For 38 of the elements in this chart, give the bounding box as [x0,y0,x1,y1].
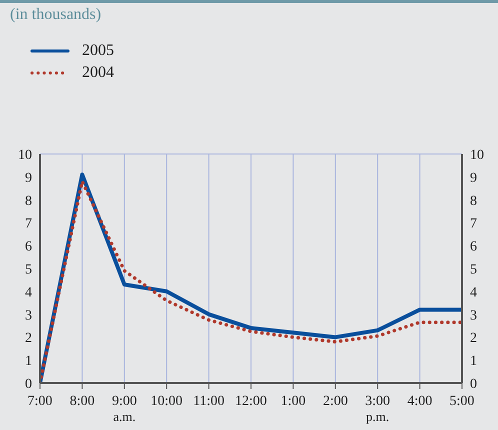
y2-tick-label: 0 [470,376,477,392]
y-tick-label: 8 [25,194,32,209]
y-tick-label: 4 [25,285,32,300]
legend-label: 2005 [82,42,114,60]
y2-tick-label: 6 [470,240,477,255]
x-tick-label: 3:00 [365,394,390,409]
y2-tick-label: 8 [470,194,477,209]
y2-tick-label: 10 [470,148,484,163]
y2-tick-label: 5 [470,262,477,278]
x-tick-label: 11:00 [193,394,224,409]
y-tick-label: 0 [25,376,32,392]
y2-tick-label: 7 [470,216,477,232]
text: a.m. [113,409,136,424]
y2-tick-label: 1 [470,354,477,370]
y-tick-label: 6 [25,240,32,255]
y-tick-label: 7 [25,216,32,232]
y-tick-label: 10 [18,148,32,163]
x-tick-label: 8:00 [70,394,95,409]
x-tick-label: 2:00 [322,394,348,409]
y2-tick-label: 4 [470,285,477,300]
y-tick-label: 5 [25,262,32,278]
y-tick-label: 1 [25,354,32,370]
x-tick-label: 9:00 [112,394,137,409]
x-tick-label: 7:00 [28,394,52,409]
text: p.m. [366,409,390,424]
x-tick-label: 10:00 [150,394,183,409]
y-tick-label: 2 [25,331,32,346]
x-tick-label: 1:00 [280,394,306,409]
chart-title: (in thousands) [10,6,102,24]
x-tick-label: 12:00 [235,394,267,409]
y-tick-label: 9 [25,170,32,186]
x-tick-label: 5:00 [450,394,474,409]
y2-tick-label: 2 [470,331,477,346]
y-tick-label: 3 [25,308,32,324]
x-tick-label: 4:00 [407,394,432,409]
y2-tick-label: 3 [470,308,477,324]
y2-tick-label: 9 [470,170,477,186]
legend-label: 2004 [82,64,114,82]
